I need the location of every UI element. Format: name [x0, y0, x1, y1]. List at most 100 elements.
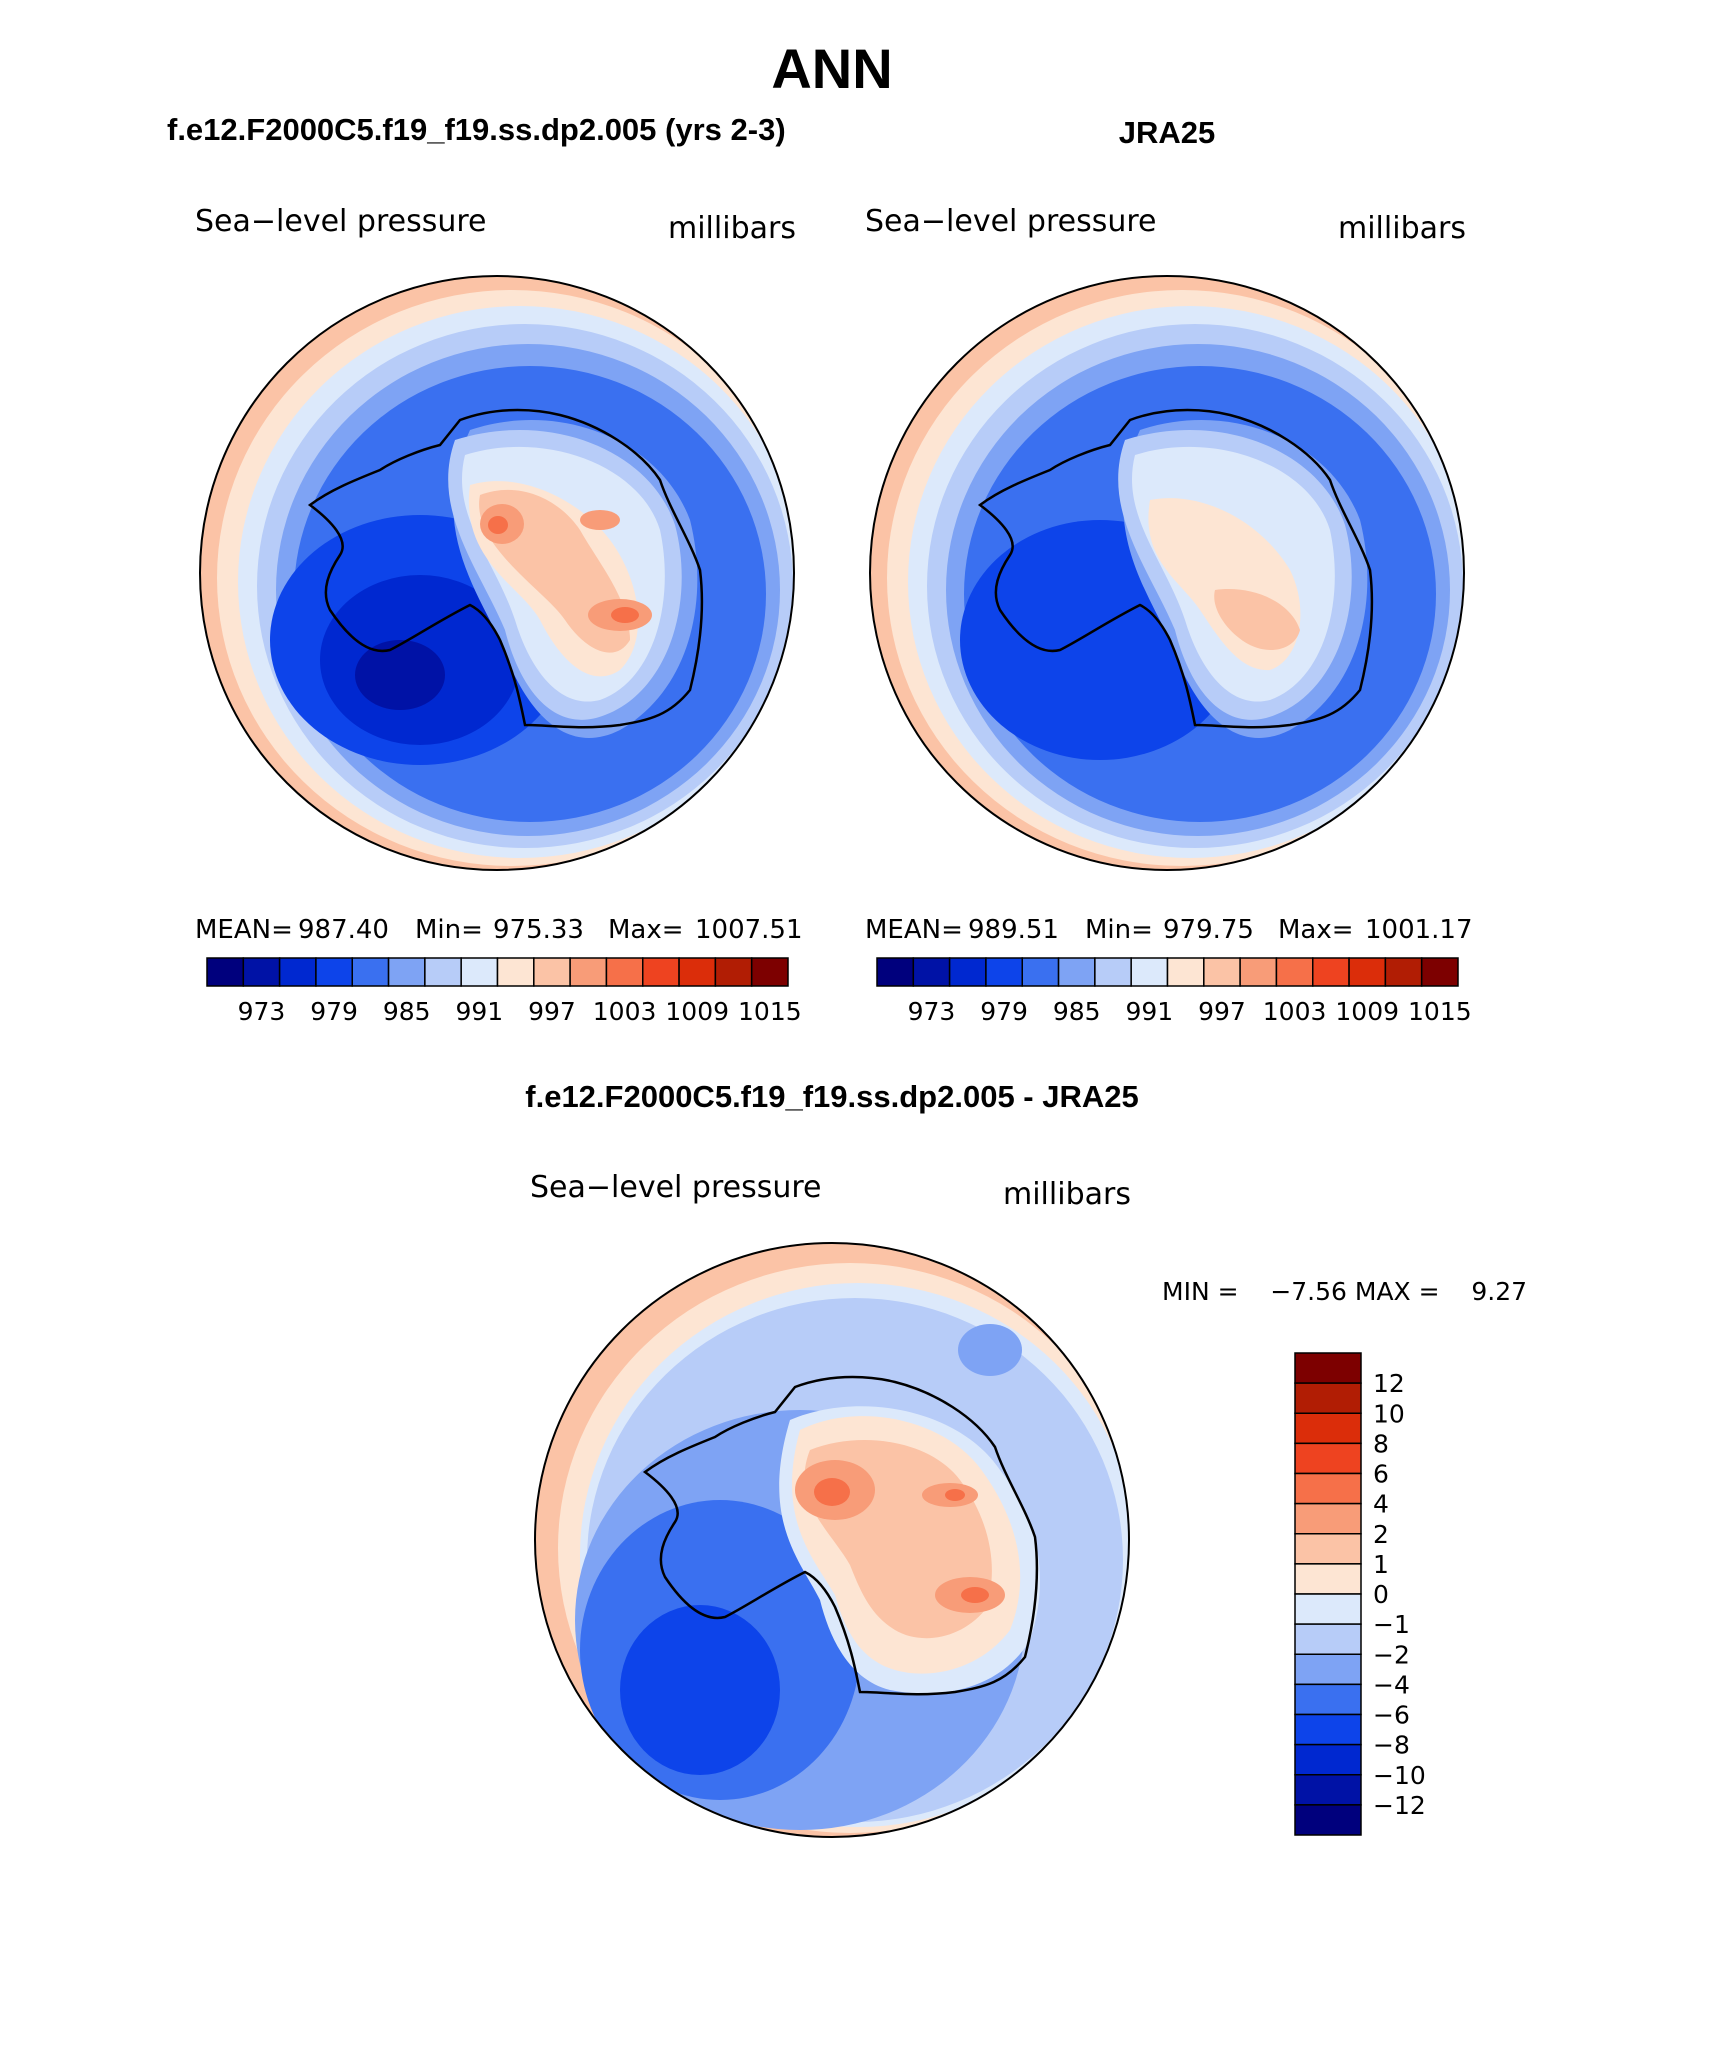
colorbar-swatch — [1057, 957, 1096, 987]
panel-model-case-title: f.e12.F2000C5.f19_f19.ss.dp2.005 (yrs 2-… — [167, 112, 786, 147]
panel-obs-mean-value: 989.51 — [968, 915, 1059, 945]
panel-obs-map-border — [869, 275, 1465, 871]
colorbar-swatch — [1094, 957, 1132, 987]
colorbar-swatch — [1203, 957, 1241, 987]
colorbar-swatch — [678, 957, 717, 987]
colorbar-tick-label: 8 — [1373, 1429, 1389, 1458]
colorbar-swatch — [242, 957, 281, 987]
panel-obs-colorbar — [876, 957, 1459, 987]
panel-obs-min-label: Min= — [1085, 915, 1153, 945]
colorbar-swatch — [569, 957, 608, 987]
difference-polar-map — [535, 1243, 1129, 1837]
colorbar-swatch — [912, 957, 951, 987]
colorbar-tick-label: −8 — [1373, 1731, 1410, 1760]
contour-band — [611, 607, 639, 623]
colorbar-swatch — [605, 957, 644, 987]
colorbar-swatch — [1294, 1442, 1362, 1475]
antarctica-coastline-obs — [977, 408, 1374, 729]
colorbar-tick-label: 985 — [1053, 997, 1101, 1026]
contour-band — [958, 1324, 1022, 1376]
panel-model-colorbar — [206, 957, 789, 987]
figure-title: ANN — [771, 37, 892, 100]
colorbar-swatch — [1312, 957, 1350, 987]
difference-case-title: f.e12.F2000C5.f19_f19.ss.dp2.005 - JRA25 — [525, 1079, 1138, 1114]
contour-band — [961, 1587, 989, 1603]
colorbar-tick-label: 1015 — [1408, 997, 1472, 1026]
colorbar-tick-label: 2 — [1373, 1520, 1389, 1549]
contour-band — [488, 516, 508, 534]
colorbar-swatch — [1294, 1774, 1362, 1806]
colorbar-swatch — [1294, 1683, 1362, 1716]
panel-model-mean-label: MEAN= — [195, 915, 293, 945]
colorbar-tick-label: 979 — [980, 997, 1028, 1026]
colorbar-swatch — [1294, 1653, 1362, 1686]
colorbar-tick-label: −2 — [1373, 1640, 1410, 1669]
panel-obs-max-value: 1001.17 — [1365, 915, 1473, 945]
colorbar-swatch — [1021, 957, 1060, 987]
colorbar-swatch — [351, 957, 390, 987]
contour-band — [355, 640, 445, 710]
colorbar-tick-label: 6 — [1373, 1460, 1389, 1489]
colorbar-swatch — [1348, 957, 1387, 987]
colorbar-swatch — [460, 957, 499, 987]
colorbar-swatch — [533, 957, 571, 987]
colorbar-swatch — [876, 957, 915, 987]
antarctica-coastline-difference — [642, 1375, 1039, 1696]
colorbar-swatch — [278, 957, 317, 987]
panel-model-mean-value: 987.40 — [298, 915, 389, 945]
colorbar-swatch — [1294, 1472, 1362, 1505]
colorbar-swatch — [424, 957, 462, 987]
panel-model-polar-map — [200, 276, 794, 870]
colorbar-swatch — [642, 957, 680, 987]
colorbar-swatch — [1294, 1593, 1362, 1625]
colorbar-swatch — [1294, 1623, 1362, 1655]
panel-obs-mean-label: MEAN= — [865, 915, 963, 945]
colorbar-swatch — [714, 957, 753, 987]
panel-model-max-label: Max= — [608, 915, 684, 945]
colorbar-tick-label: 997 — [528, 997, 576, 1026]
colorbar-swatch — [1294, 1352, 1362, 1384]
panel-model-variable-label: Sea−level pressure — [195, 204, 486, 239]
colorbar-tick-label: −1 — [1373, 1610, 1410, 1639]
colorbar-swatch — [1420, 957, 1459, 987]
contour-band — [620, 1605, 780, 1775]
colorbar-swatch — [1239, 957, 1278, 987]
colorbar-swatch — [1294, 1804, 1362, 1836]
panel-model-units-label: millibars — [668, 211, 796, 246]
colorbar-swatch — [1294, 1563, 1362, 1595]
colorbar-tick-label: 0 — [1373, 1580, 1389, 1609]
colorbar-tick-label: −6 — [1373, 1701, 1410, 1730]
panel-obs-max-label: Max= — [1278, 915, 1354, 945]
panel-model-min-label: Min= — [415, 915, 483, 945]
colorbar-swatch — [496, 957, 535, 987]
colorbar-swatch — [206, 957, 245, 987]
panel-obs-case-title: JRA25 — [1119, 115, 1216, 150]
colorbar-swatch — [1294, 1382, 1362, 1414]
panel-obs-variable-label: Sea−level pressure — [865, 204, 1156, 239]
difference-colorbar — [1294, 1352, 1362, 1836]
colorbar-tick-label: −4 — [1373, 1670, 1410, 1699]
difference-min-max: MIN = −7.56 MAX = 9.27 — [1162, 1277, 1527, 1306]
colorbar-swatch — [985, 957, 1023, 987]
colorbar-tick-label: −10 — [1373, 1761, 1426, 1790]
colorbar-tick-label: 997 — [1198, 997, 1246, 1026]
panel-obs-polar-map — [870, 276, 1464, 870]
panel-model-min-value: 975.33 — [493, 915, 584, 945]
antarctica-coastline-model — [307, 408, 704, 729]
difference-units-label: millibars — [1003, 1177, 1131, 1212]
panel-obs-units-label: millibars — [1338, 211, 1466, 246]
colorbar-tick-label: 1 — [1373, 1550, 1389, 1579]
colorbar-swatch — [315, 957, 353, 987]
panel-model-map-border — [199, 275, 795, 871]
colorbar-tick-label: 991 — [455, 997, 503, 1026]
panel-obs-stats: MEAN= 989.51 Min= 979.75 Max= 1001.17 — [865, 915, 1473, 945]
colorbar-tick-label: 1003 — [593, 997, 657, 1026]
colorbar-tick-label: 979 — [310, 997, 358, 1026]
contour-band — [945, 1489, 965, 1501]
colorbar-swatch — [1275, 957, 1314, 987]
difference-map-border — [534, 1242, 1130, 1838]
colorbar-swatch — [750, 957, 789, 987]
colorbar-tick-label: 985 — [383, 997, 431, 1026]
